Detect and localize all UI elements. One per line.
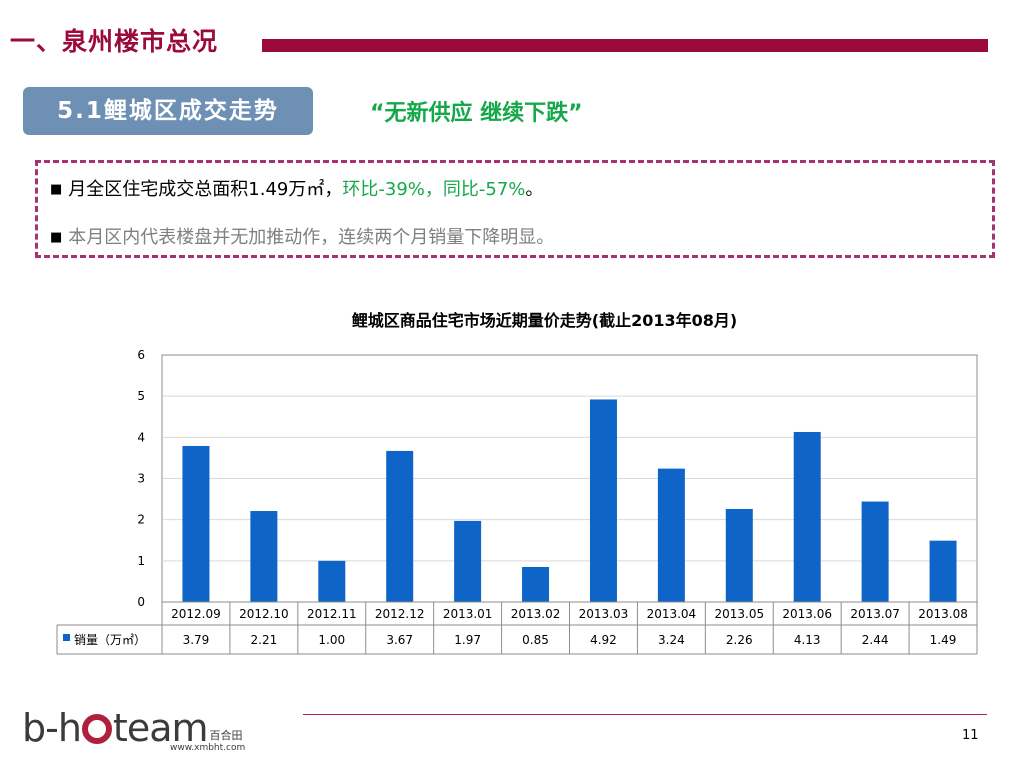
x-category-label: 2013.07	[850, 607, 900, 621]
bar	[793, 431, 821, 602]
x-category-label: 2012.11	[307, 607, 357, 621]
data-value-label: 3.67	[386, 633, 413, 647]
bar	[386, 450, 414, 602]
sales-volume-bar-chart: 鲤城区商品住宅市场近期量价走势(截止2013年08月) 0 1 2 3 4 5 6 2012.0…	[56, 311, 978, 655]
logo-text-left: b-h	[22, 706, 82, 750]
data-value-label: 4.92	[590, 633, 617, 647]
bar	[454, 520, 482, 602]
logo-text-right: team	[112, 706, 209, 750]
x-category-label: 2013.06	[782, 607, 832, 621]
data-value-label: 1.49	[930, 633, 957, 647]
x-category-label: 2013.05	[714, 607, 764, 621]
bullet-1-prefix: 月全区住宅成交总面积1.49万㎡，	[68, 179, 343, 200]
y-tick-label: 6	[137, 348, 145, 362]
data-value-label: 2.26	[726, 633, 753, 647]
legend-swatch	[63, 634, 70, 641]
bullet-item-1: ■ 月全区住宅成交总面积1.49万㎡，环比-39%，同比-57%。	[50, 175, 543, 201]
x-category-label: 2013.04	[647, 607, 697, 621]
x-category-label: 2013.08	[918, 607, 968, 621]
section-title: 一、泉州楼市总况	[10, 27, 219, 56]
logo-swirl-icon	[81, 714, 112, 744]
subsection-badge: 5.1鲤城区成交走势	[23, 87, 313, 135]
bullet-item-2: ■ 本月区内代表楼盘并无加推动作，连续两个月销量下降明显。	[50, 223, 554, 249]
bar	[522, 567, 550, 602]
x-category-label: 2013.01	[443, 607, 493, 621]
x-category-label: 2013.02	[511, 607, 561, 621]
data-value-label: 1.00	[318, 633, 345, 647]
logo-url: www.xmbht.com	[170, 743, 246, 753]
y-tick-label: 1	[137, 554, 145, 568]
data-value-label: 0.85	[522, 633, 549, 647]
bar	[318, 560, 346, 602]
y-tick-label: 5	[137, 389, 145, 403]
y-tick-label: 3	[137, 472, 145, 486]
bar	[725, 508, 753, 602]
data-value-label: 2.44	[862, 633, 889, 647]
bullet-1-suffix: 。	[525, 179, 544, 200]
x-category-label: 2012.09	[171, 607, 221, 621]
y-tick-label: 4	[137, 430, 145, 444]
bar	[589, 399, 617, 602]
data-value-label: 3.24	[658, 633, 685, 647]
y-tick-label: 2	[137, 513, 145, 527]
data-value-label: 4.13	[794, 633, 821, 647]
bar	[182, 445, 210, 602]
bar	[657, 468, 685, 602]
company-logo: b-h team 百合田 www.xmbht.com	[22, 706, 245, 753]
logo-chinese-text: 百合田	[209, 729, 243, 742]
legend-series-name: 销量（万㎡）	[74, 633, 146, 647]
footer-divider	[303, 714, 987, 715]
bullet-1-highlight: 环比-39%，同比-57%	[342, 179, 526, 200]
square-bullet-icon: ■	[50, 182, 63, 197]
square-bullet-icon: ■	[50, 230, 63, 245]
title-bar	[262, 39, 988, 52]
data-value-label: 3.79	[183, 633, 210, 647]
x-category-label: 2012.10	[239, 607, 289, 621]
summary-box: ■ 月全区住宅成交总面积1.49万㎡，环比-39%，同比-57%。 ■ 本月区内代表…	[35, 160, 995, 258]
x-category-label: 2012.12	[375, 607, 425, 621]
bar	[861, 501, 889, 602]
chart-title: 鲤城区商品住宅市场近期量价走势(截止2013年08月)	[351, 311, 737, 330]
data-value-label: 1.97	[454, 633, 481, 647]
bar	[929, 540, 957, 602]
x-category-label: 2013.03	[579, 607, 629, 621]
bullet-2-text: 本月区内代表楼盘并无加推动作，连续两个月销量下降明显。	[68, 227, 555, 248]
y-tick-label: 0	[137, 595, 145, 609]
data-value-label: 2.21	[251, 633, 278, 647]
headline-quote: “无新供应 继续下跌”	[370, 101, 583, 126]
bar	[250, 511, 278, 602]
page-number: 11	[962, 728, 979, 743]
